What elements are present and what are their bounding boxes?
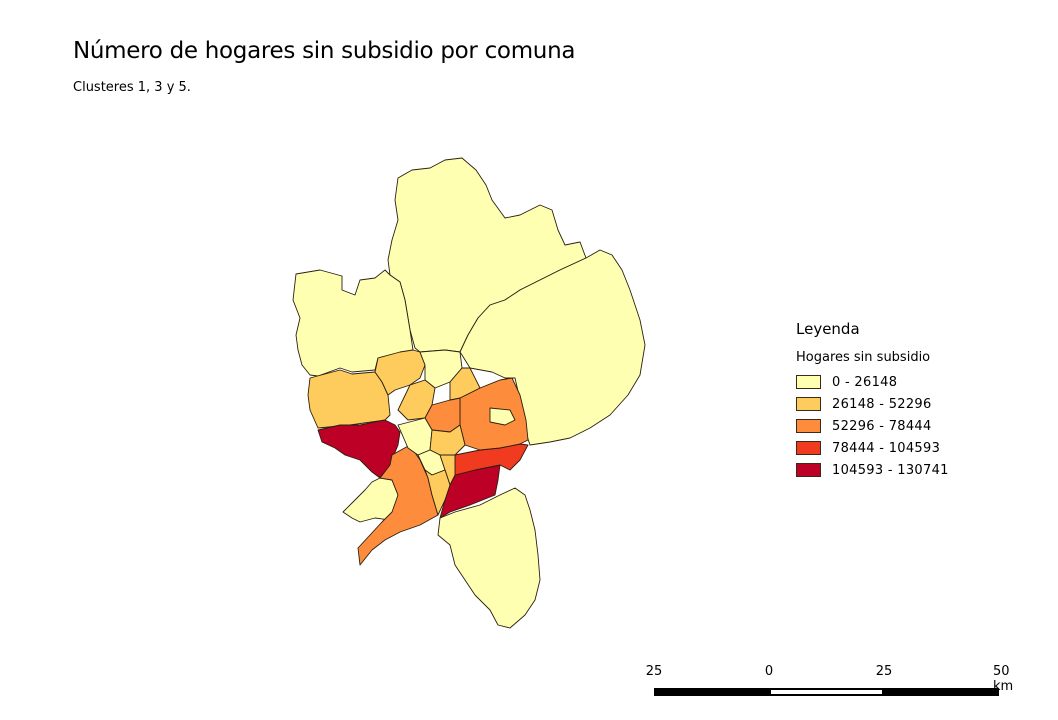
scale-segment <box>769 688 884 696</box>
legend-label: 104593 - 130741 <box>832 462 949 478</box>
scale-label: 25 <box>875 664 893 679</box>
legend-title: Leyenda <box>796 320 860 338</box>
scale-label: 25 <box>645 664 663 679</box>
legend-label: 26148 - 52296 <box>832 396 932 412</box>
legend-label: 78444 - 104593 <box>832 440 941 456</box>
legend-item: 104593 - 130741 <box>796 459 949 481</box>
legend-swatch <box>796 397 821 411</box>
commune-center-8 <box>439 454 456 486</box>
legend-swatch <box>796 419 821 433</box>
legend-label: 52296 - 78444 <box>832 418 932 434</box>
scale-segment <box>654 688 769 696</box>
scale-bar: 25 0 25 50 km <box>646 664 1050 704</box>
commune-center-9 <box>424 469 451 516</box>
commune-west-2 <box>374 349 426 396</box>
commune-south <box>437 487 541 629</box>
commune-center-4 <box>449 367 481 401</box>
map-title: Número de hogares sin subsidio por comun… <box>73 38 576 64</box>
scale-label: 0 <box>764 664 774 679</box>
legend-layer-name: Hogares sin subsidio <box>796 350 931 365</box>
commune-east-small <box>489 407 516 426</box>
legend-swatch <box>796 375 821 389</box>
map-subtitle: Clusteres 1, 3 y 5. <box>73 80 191 95</box>
commune-west-1 <box>307 369 391 429</box>
legend-swatch <box>796 463 821 477</box>
legend-item: 0 - 26148 <box>796 371 949 393</box>
scale-segment <box>884 688 999 696</box>
legend-item: 26148 - 52296 <box>796 393 949 415</box>
legend-label: 0 - 26148 <box>832 374 898 390</box>
legend-swatch <box>796 441 821 455</box>
legend-item: 52296 - 78444 <box>796 415 949 437</box>
legend: Leyenda Hogares sin subsidio 0 - 26148 2… <box>796 320 949 481</box>
legend-item: 78444 - 104593 <box>796 437 949 459</box>
